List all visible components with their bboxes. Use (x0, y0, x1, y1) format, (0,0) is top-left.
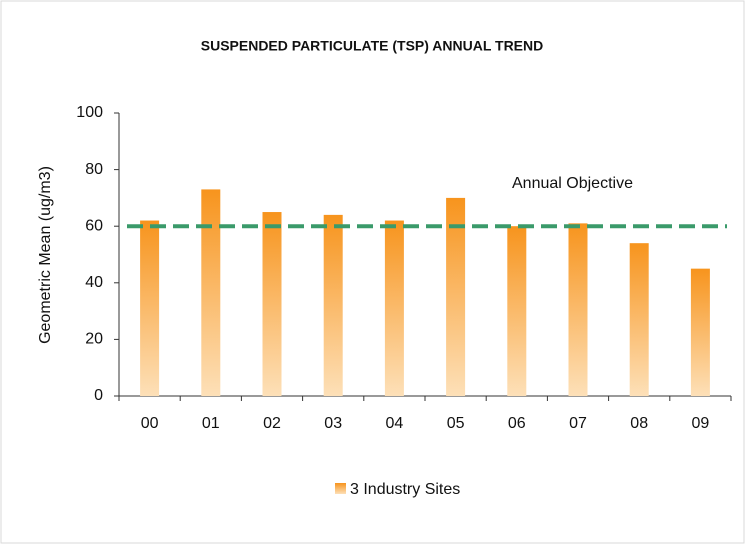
x-tick-label: 01 (202, 415, 220, 432)
bar (507, 226, 527, 396)
x-tick-label: 08 (630, 415, 648, 432)
bar (140, 220, 160, 396)
x-tick-label: 05 (447, 415, 465, 432)
x-tick-label: 06 (508, 415, 526, 432)
bar (690, 268, 710, 396)
bar (262, 212, 282, 396)
legend-label: 3 Industry Sites (350, 481, 460, 498)
x-tick-label: 00 (141, 415, 159, 432)
x-tick-label: 07 (569, 415, 587, 432)
x-tick-label: 09 (692, 415, 710, 432)
y-tick-label: 60 (85, 217, 103, 234)
reference-label: Annual Objective (512, 175, 633, 192)
y-tick-label: 100 (76, 104, 103, 121)
bar (201, 189, 221, 396)
x-tick-label: 02 (263, 415, 281, 432)
bar (384, 220, 404, 396)
x-tick-label: 04 (386, 415, 404, 432)
x-tick-label: 03 (324, 415, 342, 432)
y-tick-label: 40 (85, 274, 103, 291)
bar (446, 197, 466, 396)
bar (568, 223, 588, 396)
bar (323, 214, 343, 396)
y-tick-label: 0 (94, 387, 103, 404)
y-axis-label: Geometric Mean (ug/m3) (37, 166, 54, 344)
legend-swatch (335, 483, 346, 494)
y-tick-label: 20 (85, 331, 103, 348)
chart-title: SUSPENDED PARTICULATE (TSP) ANNUAL TREND (201, 38, 544, 54)
bar (629, 243, 649, 396)
y-tick-label: 80 (85, 161, 103, 178)
